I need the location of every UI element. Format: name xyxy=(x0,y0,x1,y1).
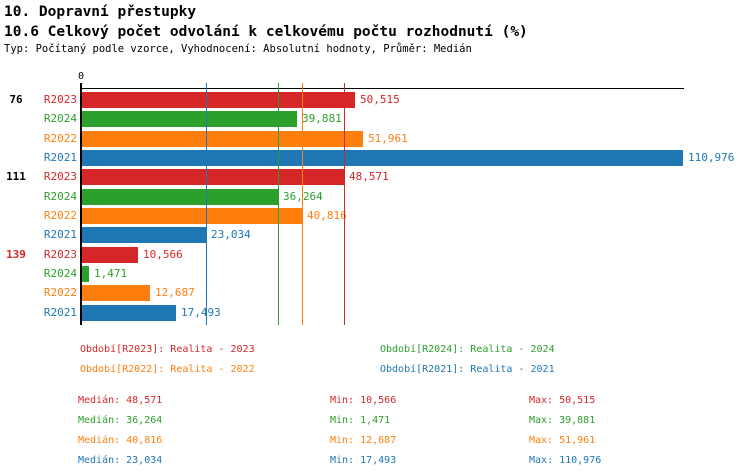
series-label: R2022 xyxy=(43,286,77,299)
bar xyxy=(82,189,278,205)
stat-median: Medián: 48,571 xyxy=(78,395,163,406)
y-axis-line xyxy=(80,83,82,325)
group-label: 139 xyxy=(6,248,26,261)
median-line xyxy=(302,83,303,325)
bar xyxy=(82,266,89,282)
legend-item: Období[R2022]: Realita - 2022 xyxy=(80,364,255,375)
group-label: 111 xyxy=(6,170,26,183)
stat-min: Min: 10,566 xyxy=(330,395,397,406)
legend-item: Období[R2024]: Realita - 2024 xyxy=(380,344,555,355)
bar-value-label: 50,515 xyxy=(360,93,400,106)
bar xyxy=(82,131,363,147)
bar xyxy=(82,227,206,243)
bar-value-label: 17,493 xyxy=(181,306,221,319)
series-label: R2022 xyxy=(43,209,77,222)
x-axis-line xyxy=(81,88,684,89)
legend-item: Období[R2023]: Realita - 2023 xyxy=(80,344,255,355)
stat-median: Medián: 23,034 xyxy=(78,455,163,466)
stat-min: Min: 1,471 xyxy=(330,415,391,426)
series-label: R2023 xyxy=(43,93,77,106)
series-label: R2024 xyxy=(43,267,77,280)
bar xyxy=(82,305,176,321)
bar xyxy=(82,92,355,108)
series-label: R2024 xyxy=(43,190,77,203)
bar-value-label: 40,816 xyxy=(307,209,347,222)
bar-value-label: 110,976 xyxy=(688,151,735,164)
chart-title: 10.6 Celkový počet odvolání k celkovému … xyxy=(4,24,528,40)
group-label: 76 xyxy=(9,93,23,106)
stat-max: Max: 39,881 xyxy=(529,415,596,426)
stat-max: Max: 50,515 xyxy=(529,395,596,406)
stat-min: Min: 12,687 xyxy=(330,435,397,446)
report-title: 10. Dopravní přestupky xyxy=(4,4,197,20)
stat-median: Medián: 36,264 xyxy=(78,415,163,426)
bar xyxy=(82,285,150,301)
series-label: R2024 xyxy=(43,112,77,125)
x-axis-zero-label: 0 xyxy=(77,71,85,82)
stat-max: Max: 110,976 xyxy=(529,455,602,466)
bar xyxy=(82,247,138,263)
chart-meta-line: Typ: Počítaný podle vzorce, Vyhodnocení:… xyxy=(4,43,472,55)
bar xyxy=(82,111,297,127)
median-line xyxy=(278,83,279,325)
series-label: R2023 xyxy=(43,170,77,183)
bar xyxy=(82,169,344,185)
series-label: R2021 xyxy=(43,306,77,319)
bar-value-label: 23,034 xyxy=(211,228,251,241)
bar xyxy=(82,208,302,224)
legend-item: Období[R2021]: Realita - 2021 xyxy=(380,364,555,375)
bar-value-label: 12,687 xyxy=(155,286,195,299)
series-label: R2021 xyxy=(43,228,77,241)
series-label: R2021 xyxy=(43,151,77,164)
bar-value-label: 10,566 xyxy=(143,248,183,261)
series-label: R2023 xyxy=(43,248,77,261)
series-label: R2022 xyxy=(43,132,77,145)
stat-min: Min: 17,493 xyxy=(330,455,397,466)
median-line xyxy=(206,83,207,325)
bar-value-label: 51,961 xyxy=(368,132,408,145)
median-line xyxy=(344,83,345,325)
bar-value-label: 1,471 xyxy=(94,267,128,280)
bar-value-label: 48,571 xyxy=(349,170,389,183)
bar-value-label: 39,881 xyxy=(302,112,342,125)
stat-median: Medián: 40,816 xyxy=(78,435,163,446)
bar xyxy=(82,150,683,166)
stat-max: Max: 51,961 xyxy=(529,435,596,446)
